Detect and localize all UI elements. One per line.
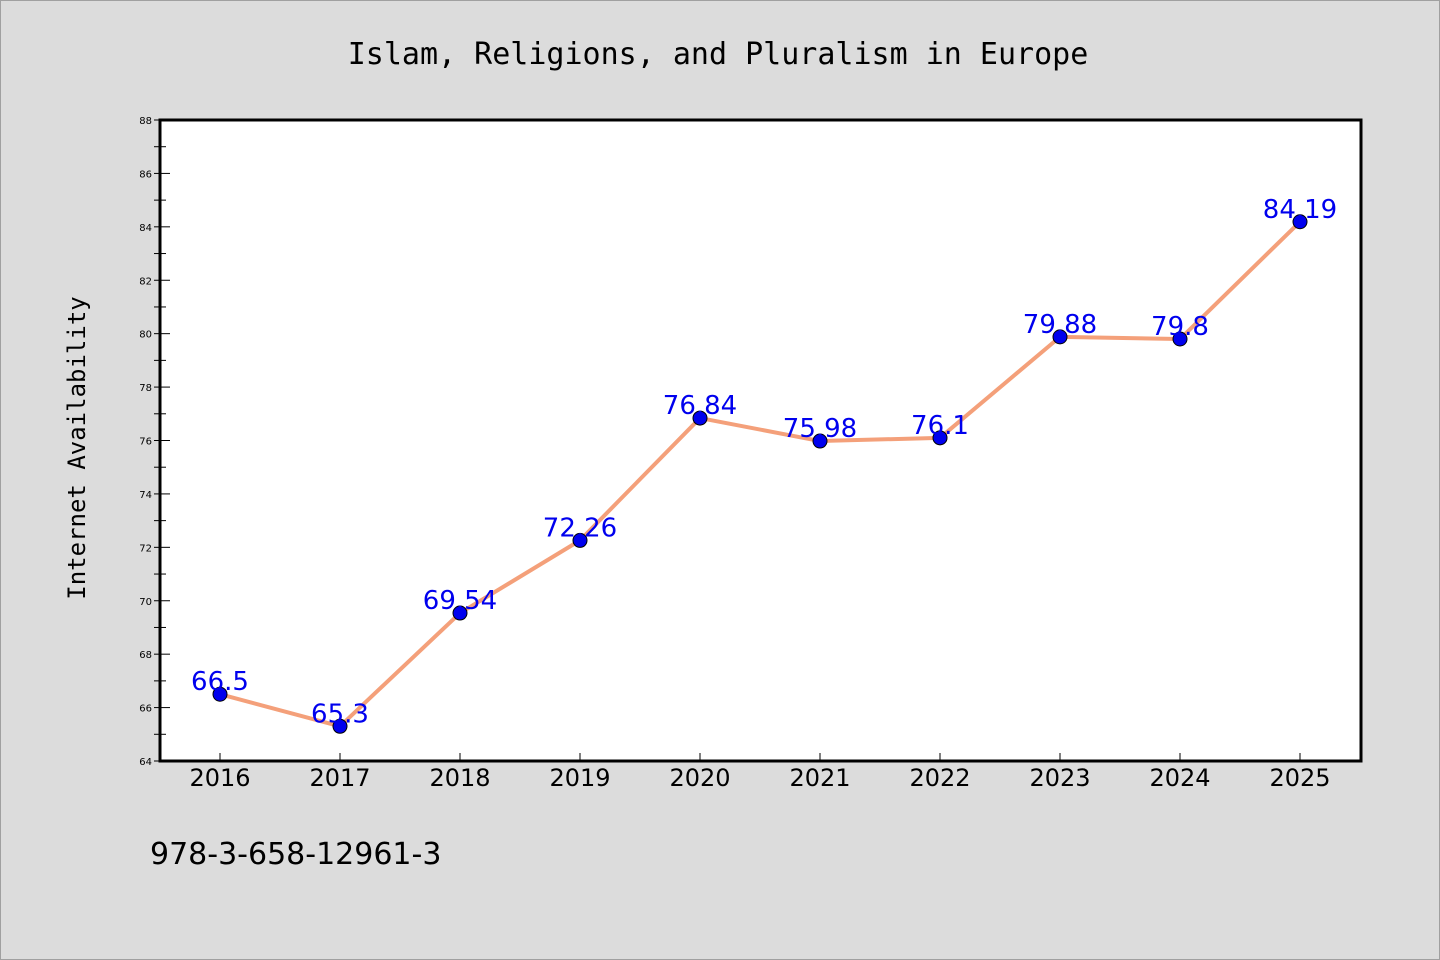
data-point: [452, 605, 468, 621]
data-label: 75.98: [783, 414, 857, 444]
x-tick-label: 2022: [909, 764, 970, 792]
y-tick-label: 88: [139, 116, 152, 127]
data-label: 76.84: [663, 391, 737, 421]
y-tick-label: 76: [139, 437, 152, 448]
y-tick-label: 72: [139, 543, 152, 554]
series-line: [218, 219, 1302, 729]
y-tick-label: 68: [139, 650, 152, 661]
data-label: 76.1: [911, 411, 969, 441]
plot-area: [160, 120, 1361, 761]
x-axis: 2016 2017 2018 2019 2020 2021 2022 2023 2024 2025: [189, 753, 1331, 792]
data-label: 69.54: [423, 586, 497, 616]
y-tick-label: 66: [139, 704, 152, 715]
y-axis-label: Internet Availability: [63, 296, 91, 599]
data-point: [692, 410, 708, 426]
y-tick-label: 86: [139, 169, 152, 180]
y-tick-label: 74: [139, 490, 152, 501]
plot-frame: [158, 118, 1363, 763]
data-point: [1052, 329, 1068, 345]
isbn-label: 978-3-658-12961-3: [150, 837, 441, 872]
data-label: 66.5: [191, 667, 249, 697]
data-point: [812, 433, 828, 449]
y-tick-label: 80: [139, 330, 152, 341]
data-point: [1172, 331, 1188, 347]
data-point: [212, 686, 228, 702]
y-axis: 64 66 68 70 72 74 76 78 80 82 84 86 88: [139, 116, 170, 768]
x-tick-label: 2019: [549, 764, 610, 792]
y-tick-label: 64: [139, 757, 152, 768]
y-tick-label: 70: [139, 597, 152, 608]
data-label: 84.19: [1263, 195, 1337, 225]
series-layer: 66.5 65.3 69.54 72.26 76.84 75.98 76.1 79.88 79.…: [191, 195, 1337, 734]
y-tick-label: 78: [139, 383, 152, 394]
x-tick-label: 2018: [429, 764, 490, 792]
x-tick-label: 2021: [789, 764, 850, 792]
chart-title: Islam, Religions, and Pluralism in Europ…: [348, 37, 1089, 72]
y-tick-label: 82: [139, 276, 152, 287]
y-tick-label: 84: [139, 223, 152, 234]
data-point: [932, 430, 948, 446]
x-tick-label: 2023: [1029, 764, 1090, 792]
data-label: 79.88: [1023, 310, 1097, 340]
x-tick-label: 2025: [1269, 764, 1330, 792]
data-label: 65.3: [311, 699, 369, 729]
data-point: [572, 532, 588, 548]
x-tick-label: 2024: [1149, 764, 1210, 792]
data-point: [1292, 214, 1308, 230]
x-tick-label: 2016: [189, 764, 250, 792]
data-point: [332, 718, 348, 734]
data-label: 79.8: [1151, 312, 1209, 342]
data-label: 72.26: [543, 513, 617, 543]
x-tick-label: 2020: [669, 764, 730, 792]
x-tick-label: 2017: [309, 764, 370, 792]
